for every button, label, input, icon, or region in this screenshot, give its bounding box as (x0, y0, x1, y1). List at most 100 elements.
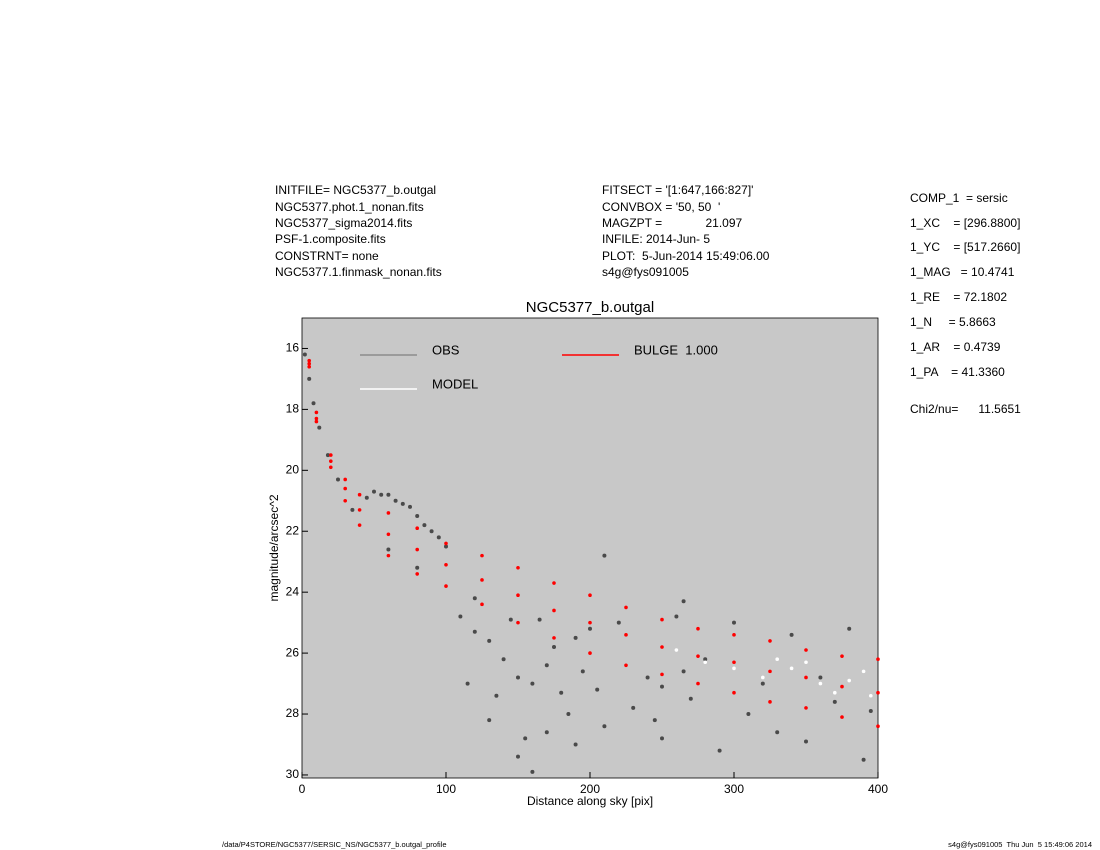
param-line: 1_RE = 72.1802 (910, 290, 1007, 304)
data-point (379, 492, 384, 497)
data-point (804, 706, 808, 710)
data-point (444, 562, 448, 567)
header-line: FITSECT = '[1:647,166:827]' (602, 183, 753, 197)
footer-path: /data/P4STORE/NGC5377/SERSIC_NS/NGC5377_… (222, 840, 447, 849)
data-point (336, 477, 340, 482)
chart-title: NGC5377_b.outgal (526, 299, 654, 316)
data-point (444, 541, 448, 546)
data-point (660, 684, 664, 689)
data-point (314, 416, 319, 421)
data-point (768, 639, 772, 643)
data-point (868, 708, 873, 713)
data-point (415, 526, 420, 530)
legend-label: MODEL (432, 376, 478, 391)
data-point (804, 739, 808, 744)
data-point (386, 547, 391, 552)
x-tick-label: 400 (868, 782, 888, 796)
data-point (552, 581, 556, 585)
data-point (552, 608, 556, 613)
data-point (804, 648, 808, 652)
data-point (494, 693, 499, 698)
data-point (602, 724, 607, 729)
data-point (516, 593, 520, 598)
data-point (696, 654, 700, 658)
data-point (588, 620, 592, 625)
legend-label: BULGE 1.000 (634, 342, 718, 357)
data-point (552, 645, 556, 650)
data-point (436, 535, 441, 540)
data-point (544, 663, 549, 668)
data-point (876, 690, 880, 695)
data-point (832, 699, 837, 704)
param-line: COMP_1 = sersic (910, 191, 1008, 205)
data-point (732, 690, 736, 695)
data-point (516, 754, 520, 759)
data-point (357, 492, 362, 497)
data-point (833, 690, 837, 695)
data-point (595, 687, 600, 692)
x-axis-label: Distance along sky [pix] (527, 794, 653, 808)
data-point (516, 620, 520, 625)
y-tick-label: 30 (286, 767, 300, 781)
data-point (775, 657, 779, 661)
param-line: 1_XC = [296.8800] (910, 216, 1020, 230)
data-point (559, 690, 564, 695)
data-point (768, 700, 772, 704)
data-point (364, 495, 369, 500)
data-point (480, 602, 484, 607)
data-point (487, 638, 492, 643)
param-line: 1_YC = [517.2660] (910, 240, 1020, 254)
data-point (775, 730, 780, 735)
data-point (422, 523, 427, 528)
data-point (840, 654, 844, 658)
data-point (415, 547, 420, 552)
data-point (732, 620, 736, 625)
data-point (789, 632, 794, 637)
data-point (480, 578, 484, 582)
header-line: NGC5377_sigma2014.fits (275, 216, 412, 230)
data-point (307, 358, 312, 363)
data-point (386, 492, 391, 497)
y-tick-label: 22 (286, 523, 300, 537)
data-point (861, 669, 866, 674)
data-point (508, 617, 513, 622)
data-point (317, 425, 322, 430)
data-point (688, 696, 693, 701)
data-point (674, 648, 679, 652)
data-point (573, 635, 578, 640)
param-line: 1_N = 5.8663 (910, 315, 996, 329)
data-point (544, 730, 549, 735)
data-point (840, 684, 844, 689)
plot-area (301, 317, 879, 779)
footer-stamp: s4g@fys091005 Thu Jun 5 15:49:06 2014 (948, 840, 1092, 849)
data-point (804, 660, 808, 665)
header-line: MAGZPT = 21.097 (602, 216, 742, 230)
data-point (307, 364, 312, 369)
x-tick-label: 200 (580, 782, 600, 796)
data-point (400, 501, 405, 506)
data-point (516, 675, 520, 680)
data-point (329, 453, 333, 457)
y-tick-label: 20 (286, 462, 300, 476)
param-line: 1_MAG = 10.4741 (910, 265, 1015, 279)
data-point (386, 532, 391, 537)
data-point (444, 544, 448, 549)
data-point (876, 657, 880, 661)
header-line: PLOT: 5-Jun-2014 15:49:06.00 (602, 249, 770, 263)
data-point (325, 453, 330, 458)
data-point (732, 666, 736, 671)
data-point (761, 675, 765, 680)
data-point (696, 681, 700, 686)
data-point (645, 675, 650, 680)
data-point (580, 669, 585, 674)
data-point (624, 633, 628, 637)
header-line: NGC5377.phot.1_nonan.fits (275, 200, 424, 214)
data-point (350, 507, 355, 512)
header-line: s4g@fys091005 (602, 265, 689, 279)
data-point (357, 508, 362, 512)
data-point (616, 620, 621, 625)
data-point (386, 511, 391, 515)
header-line: NGC5377.1.finmask_nonan.fits (275, 265, 442, 279)
y-tick-label: 18 (286, 402, 300, 416)
y-tick-label: 28 (286, 706, 300, 720)
